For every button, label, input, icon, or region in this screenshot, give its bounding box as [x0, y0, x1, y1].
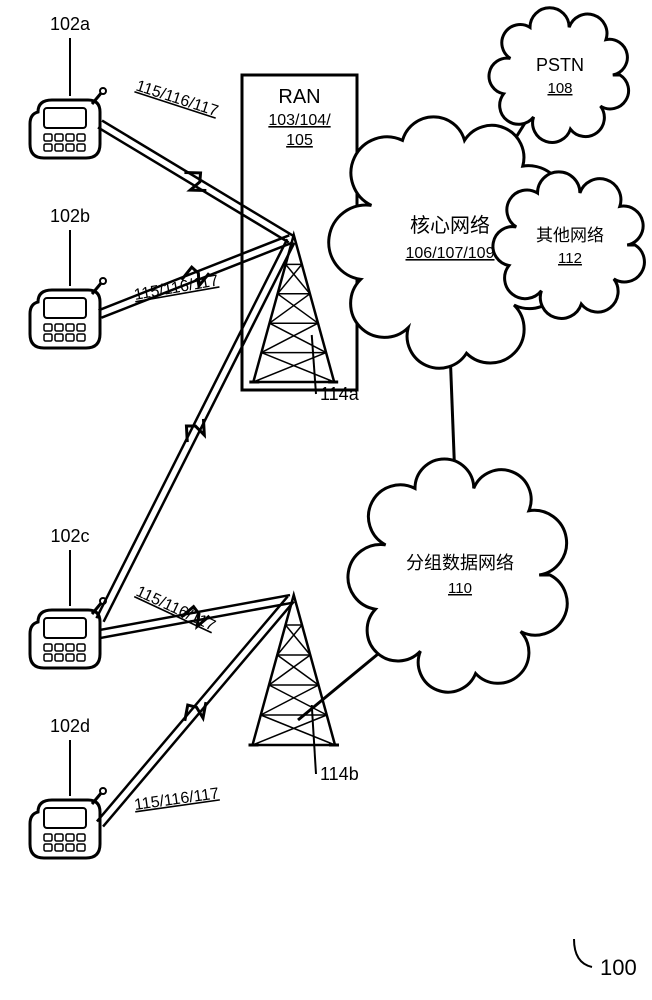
device-102b [30, 278, 106, 348]
link-label-1: 115/116/117 [133, 272, 220, 304]
cloud-pstn [489, 8, 629, 143]
other-l1: 其他网络 [536, 226, 604, 245]
ran-sub2: 105 [286, 132, 313, 149]
tower-114b [249, 595, 340, 745]
core-l1: 核心网络 [410, 214, 490, 237]
pstn-l1: PSTN [536, 55, 584, 75]
ref-102c: 102c [50, 526, 89, 546]
ref-102b: 102b [50, 206, 90, 226]
pdn-l2: 110 [448, 580, 472, 597]
link-label-2: 115/116/117 [133, 583, 218, 635]
ran-title: RAN [278, 86, 320, 108]
cloud-other [493, 172, 644, 319]
ran-sub1: 103/104/ [268, 112, 331, 129]
pdn-l1: 分组数据网络 [406, 553, 514, 573]
core-l2: 106/107/109 [406, 245, 495, 262]
ref-102d: 102d [50, 716, 90, 736]
link-label-0: 115/116/117 [134, 78, 221, 121]
ref-102a: 102a [50, 14, 91, 34]
pstn-l2: 108 [547, 80, 572, 97]
figure-ref: 100 [600, 955, 637, 980]
device-102c [30, 598, 106, 668]
link-label-3: 115/116/117 [133, 785, 220, 814]
ref-114a: 114a [320, 384, 360, 404]
cloud-pdn [348, 459, 567, 692]
device-102d [30, 788, 106, 858]
ref-114b: 114b [320, 764, 359, 784]
other-l2: 112 [558, 250, 582, 267]
device-102a [30, 88, 106, 158]
